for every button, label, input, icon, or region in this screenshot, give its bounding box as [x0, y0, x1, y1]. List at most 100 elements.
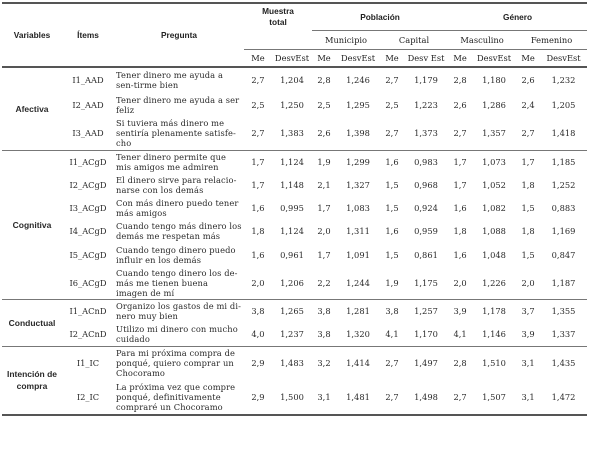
stddev-value: 1,498	[404, 379, 449, 416]
table-row: Conductual I1_ACnD Organizo los gastos de …	[2, 299, 587, 347]
mean-value: 1,6	[251, 250, 265, 260]
stddev-value: 1,481	[336, 379, 381, 416]
mean-value: 2,5	[317, 99, 331, 110]
mean-value: 2,6	[312, 117, 337, 151]
table-row: Intención de compra I1_IC Para mi próxima …	[2, 346, 587, 416]
stddev-value: 1,472	[540, 379, 588, 416]
question-text: Utilizo mi dinero con mucho cuidado	[114, 323, 244, 347]
stddev-value: 1,237	[272, 323, 313, 347]
stddev-value: 1,175	[404, 267, 449, 300]
stddev-value: 1,179	[414, 75, 438, 85]
stddev-value: 1,091	[346, 250, 370, 260]
mean-value: 1,7	[251, 180, 265, 190]
question-text: Cuando tengo dinero los de-más me tienen…	[114, 267, 244, 300]
item-code: I2_IC	[62, 379, 114, 416]
stddev-value: 1,257	[414, 306, 438, 317]
item-code: I3_AAD	[62, 117, 114, 151]
mean-value: 1,8	[521, 180, 535, 190]
mean-value: 3,8	[312, 323, 337, 347]
header-gender: Género	[448, 2, 588, 31]
mean-value: 1,6	[385, 226, 399, 236]
stddev-value: 0,847	[551, 250, 576, 260]
mean-value: 1,7	[317, 250, 331, 260]
data-table: Variables Ítems Pregunta Muestra total Po…	[2, 2, 588, 416]
stddev-value: 1,250	[280, 99, 304, 110]
mean-value: 1,8	[453, 226, 467, 236]
header-male: Masculino	[448, 30, 517, 50]
stddev-value: 1,435	[551, 357, 576, 368]
variable-label: Cognitiva	[2, 150, 62, 300]
stddev-value: 1,083	[346, 203, 370, 213]
item-code: I1_IC	[76, 357, 100, 368]
mean-value: 1,6	[251, 203, 265, 213]
mean-value: 1,7	[453, 180, 467, 190]
mean-value: 2,7	[448, 117, 473, 151]
mean-value: 2,7	[448, 379, 473, 416]
stddev-value: 1,170	[404, 323, 449, 347]
table-row: I2_ACnD Utilizo mi dinero con mucho cuida…	[2, 323, 588, 347]
stddev-value: 1,232	[551, 75, 576, 85]
mean-value: 3,1	[521, 357, 535, 368]
stddev-value: 1,169	[551, 226, 576, 236]
stddev-value: 1,252	[551, 180, 576, 190]
stddev-value: 1,148	[280, 180, 304, 190]
mean-value: 2,8	[453, 357, 467, 368]
question-text: Tener dinero me ayuda a ser feliz	[116, 94, 240, 115]
header-sample-total: Muestra total	[244, 2, 313, 30]
mean-value: 1,8	[521, 226, 535, 236]
stddev-value: 1,073	[482, 156, 506, 167]
mean-value: 2,0	[317, 226, 331, 236]
mean-value: 2,7	[380, 379, 405, 416]
stddev-value: 1,295	[346, 99, 370, 110]
question-text: Con más dinero puedo tener más amigos	[116, 198, 239, 218]
mean-value: 2,7	[516, 117, 541, 151]
stddev-value: 1,398	[336, 117, 381, 151]
stddev-value: 0,861	[414, 250, 438, 260]
stddev-value: 1,383	[272, 117, 313, 151]
stddev-value: 1,205	[551, 99, 576, 110]
mean-value: 2,5	[385, 99, 399, 110]
header-variables: Variables	[2, 2, 62, 68]
mean-value: 1,5	[385, 203, 399, 213]
header-me: Me	[312, 49, 337, 68]
header-population: Población	[312, 2, 449, 31]
mean-value: 2,7	[385, 75, 399, 85]
mean-value: 3,9	[516, 323, 541, 347]
mean-value: 2,7	[251, 75, 265, 85]
stddev-value: 1,185	[551, 156, 576, 167]
stddev-value: 0,968	[414, 180, 438, 190]
question-text: Tener dinero me ayuda a sen-tirme bien	[116, 70, 224, 90]
stddev-value: 1,373	[404, 117, 449, 151]
mean-value: 1,8	[251, 226, 265, 236]
mean-value: 2,8	[453, 75, 467, 85]
stddev-value: 1,311	[346, 226, 370, 236]
header-desvest: DesvEst	[472, 49, 517, 68]
header-me: Me	[380, 49, 405, 68]
variable-label: Intención de compra	[2, 346, 62, 416]
stddev-value: 1,223	[414, 99, 438, 110]
mean-value: 3,9	[453, 306, 467, 317]
table-row: I2_ACgD El dinero sirve para relacio-nars…	[2, 173, 587, 197]
mean-value: 1,9	[317, 156, 331, 167]
stddev-value: 0,883	[551, 203, 576, 213]
question-text: La próxima vez que compre ponqué, defini…	[114, 379, 244, 416]
stddev-value: 1,244	[336, 267, 381, 300]
mean-value: 1,7	[251, 156, 265, 167]
mean-value: 2,9	[251, 357, 265, 368]
mean-value: 1,5	[521, 203, 535, 213]
item-code: I3_ACgD	[69, 203, 107, 213]
table-row: I2_IC La próxima vez que compre ponqué, d…	[2, 379, 588, 416]
header-female: Femenino	[516, 30, 588, 50]
question-text: Para mi próxima compra de ponqué, quiero…	[116, 347, 236, 378]
stddev-value: 1,355	[551, 306, 576, 317]
table-body: Afectiva I1_AAD Tener dinero me ayuda a se…	[2, 67, 588, 416]
question-text: Si tuviera más dinero me sentiría plenam…	[114, 117, 244, 151]
header-items: Ítems	[62, 2, 114, 68]
table-row: I6_ACgD Cuando tengo dinero los de-más me…	[2, 267, 588, 300]
stddev-value: 1,414	[346, 357, 370, 368]
header-me: Me	[448, 49, 473, 68]
item-code: I2_ACgD	[69, 180, 107, 190]
table-row: I3_AAD Si tuviera más dinero me sentiría …	[2, 117, 588, 151]
mean-value: 1,7	[453, 156, 467, 167]
